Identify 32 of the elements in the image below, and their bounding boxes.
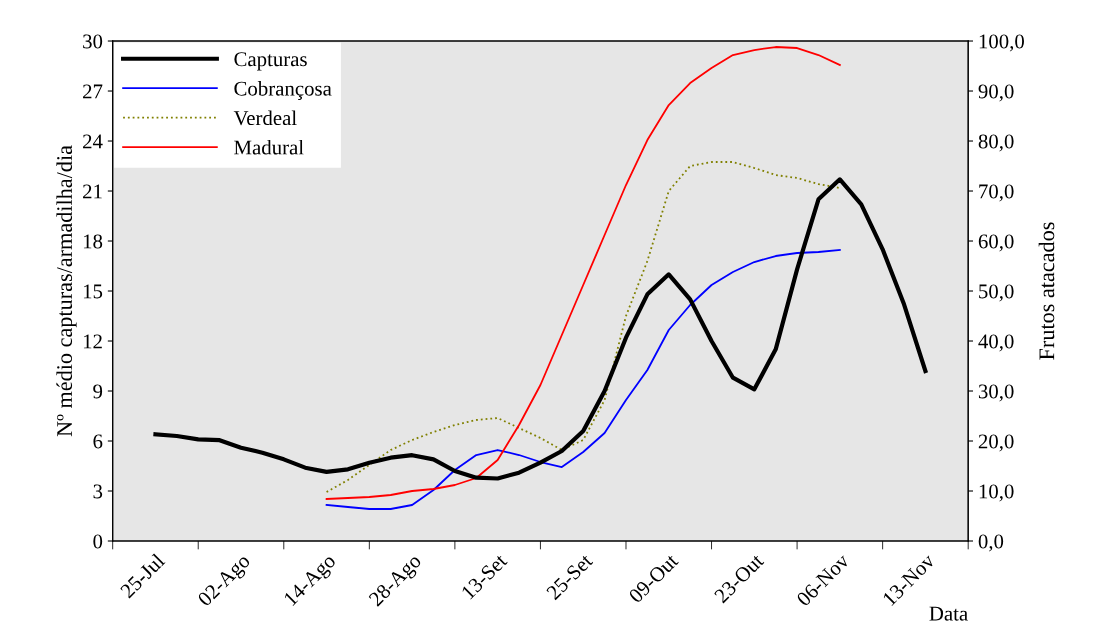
y2-tick-label: 80,0 [978,134,1014,152]
y-tick-label: 24 [83,134,103,149]
y2-tick-label: 0,0 [978,534,1004,552]
y2-axis-title: Frutos atacados [1038,222,1055,360]
y2-tick-label: 10,0 [979,484,1014,502]
line-series [325,161,841,493]
y-tick-label: 18 [83,234,103,249]
y2-tick-label: 100,0 [979,34,1024,52]
legend-label: Madural [234,139,304,155]
legend-label: Verdeal [233,110,297,126]
line-series [153,177,928,481]
y-tick-label: 9 [93,384,103,399]
y-tick-label: 12 [83,334,102,349]
y-tick-label: 21 [83,184,102,199]
y-tick-label: 27 [83,84,103,99]
y-tick-label: 30 [83,34,103,49]
y2-tick-label: 20,0 [978,434,1014,452]
y2-tick-label: 60,0 [978,234,1014,252]
y2-tick-label: 30,0 [978,384,1014,402]
line-series [325,249,841,510]
y-tick-label: 15 [83,284,103,299]
y-tick-label: 3 [93,484,103,499]
y2-tick-label: 40,0 [978,334,1014,352]
y-tick-label: 6 [93,434,103,449]
y-tick-label: 0 [93,534,103,549]
y2-tick-label: 90,0 [978,84,1014,102]
y2-tick-label: 70,0 [979,184,1014,202]
y-axis-title: Nº médio capturas/armadilha/dia [56,145,77,437]
legend-label: Cobrançosa [234,81,332,100]
x-axis-title: Data [929,606,968,621]
y2-tick-label: 50,0 [979,284,1014,302]
legend-label: Capturas [234,52,307,71]
